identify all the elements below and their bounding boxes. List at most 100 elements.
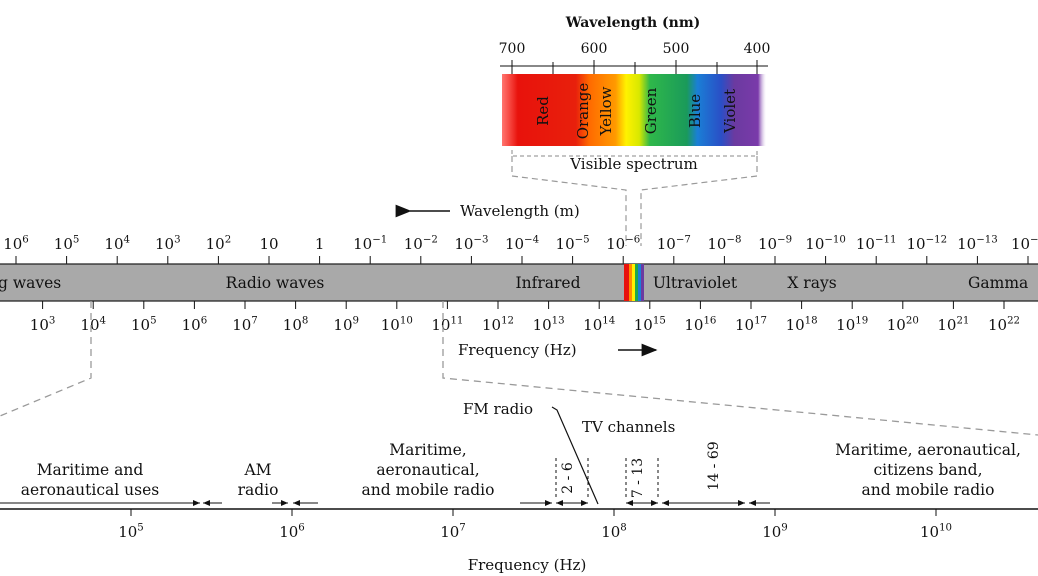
frequency-tick-label-exponent: 4 [100, 315, 106, 326]
frequency-tick-label-exponent: 10 [400, 315, 413, 326]
frequency-tick-label-base: 10 [283, 316, 302, 334]
wavelength-tick-label-exponent: 2 [225, 234, 231, 245]
wavelength-tick-label-base: 10 [1011, 235, 1030, 253]
frequency-tick-label-base: 10 [684, 316, 703, 334]
frequency-tick-label: 1014 [583, 315, 615, 334]
frequency-tick-label: 1020 [887, 315, 919, 334]
frequency-tick-label-exponent: 13 [552, 315, 565, 326]
radio-tick-label: 1010 [920, 522, 952, 541]
radio-tick-label-base: 10 [279, 523, 298, 541]
wavelength-tick-labels: 106 105 104 103 102 10 1 10−1 10−2 10−3 10−4 10−5 10… [3, 234, 1038, 264]
slice-orange [629, 264, 632, 301]
frequency-tick-label-exponent: 14 [602, 315, 615, 326]
frequency-tick-label: 1010 [381, 315, 413, 334]
frequency-tick-label-exponent: 18 [805, 315, 818, 326]
frequency-tick-label-exponent: 22 [1007, 315, 1020, 326]
tv-channel-7-13: 7 - 13 [630, 458, 646, 498]
radio-zoom-lines [0, 301, 1038, 436]
wavelength-tick-label: 10−1 [1011, 234, 1038, 253]
frequency-tick-label: 1022 [988, 315, 1020, 334]
wavelength-axis-label: Wavelength (m) [460, 202, 580, 220]
wavelength-axis: Wavelength (m) 106 105 104 103 102 10 1 10−1 10−… [3, 202, 1038, 264]
frequency-tick-label-exponent: 15 [653, 315, 666, 326]
band-long-waves: g waves [0, 274, 61, 292]
wavelength-tick-label-base: 10 [104, 235, 123, 253]
frequency-tick-label-base: 10 [887, 316, 906, 334]
wavelength-tick-label-base: 10 [805, 235, 824, 253]
wavelength-tick-label-exponent: 3 [174, 234, 180, 245]
frequency-tick-label: 1018 [786, 315, 818, 334]
radio-tick-label: 106 [279, 522, 305, 541]
color-label-red: Red [534, 96, 552, 126]
frequency-tick-label-exponent: 19 [855, 315, 868, 326]
color-label-violet: Violet [721, 89, 739, 134]
frequency-tick-label-exponent: 5 [150, 315, 156, 326]
radio-tick-label-exponent: 10 [939, 522, 952, 533]
wavelength-tick-label: 105 [54, 234, 80, 253]
frequency-tick-label-base: 10 [333, 316, 352, 334]
radio-segment-line: and mobile radio [862, 481, 995, 499]
wavelength-tick-label-exponent: −1 [372, 234, 387, 245]
wavelength-tick-label: 10−10 [805, 234, 846, 253]
wavelength-tick-label-exponent: −13 [976, 234, 998, 245]
frequency-tick-label-exponent: 17 [754, 315, 767, 326]
wavelength-tick-label: 106 [3, 234, 29, 253]
wavelength-tick-label: 10−12 [907, 234, 948, 253]
wavelength-tick-label-base: 10 [206, 235, 225, 253]
wavelength-tick-label-base: 10 [259, 235, 278, 253]
wavelength-tick-label: 10−9 [758, 234, 792, 253]
wavelength-tick-label-exponent: 5 [73, 234, 79, 245]
wavelength-tick-label-base: 10 [606, 235, 625, 253]
nm-tick-label: 600 [581, 41, 608, 57]
radio-tick-label-exponent: 9 [781, 522, 787, 533]
wavelength-tick-label-base: 10 [856, 235, 875, 253]
frequency-tick-label-exponent: 9 [353, 315, 359, 326]
frequency-tick-label-exponent: 21 [956, 315, 969, 326]
tv-channel-2-6: 2 - 6 [560, 462, 576, 494]
visible-wavelength-title: Wavelength (nm) [565, 15, 701, 31]
frequency-tick-label: 1019 [836, 315, 868, 334]
wavelength-tick-label: 10−6 [606, 234, 640, 253]
wavelength-tick-label: 10−3 [454, 234, 488, 253]
wavelength-tick-label-exponent: −12 [926, 234, 948, 245]
frequency-tick-label: 1015 [634, 315, 666, 334]
wavelength-tick-label-exponent: −2 [423, 234, 438, 245]
wavelength-tick-label-exponent: −9 [777, 234, 792, 245]
frequency-tick-label-base: 10 [937, 316, 956, 334]
wavelength-tick-label: 104 [104, 234, 130, 253]
wavelength-tick-label-exponent: −4 [524, 234, 539, 245]
frequency-tick-label-base: 10 [131, 316, 150, 334]
frequency-tick-label: 1021 [937, 315, 969, 334]
radio-tick-label-base: 10 [440, 523, 459, 541]
band-ultraviolet: Ultraviolet [653, 274, 738, 292]
frequency-axis: 2103104105106107108109101010111012101310… [30, 301, 1020, 359]
color-label-yellow: Yellow [597, 86, 615, 136]
visible-bracket [511, 150, 758, 157]
frequency-tick-label-base: 10 [836, 316, 855, 334]
radio-tick-label: 108 [601, 522, 627, 541]
frequency-tick-label-exponent: 6 [201, 315, 207, 326]
frequency-tick-label: 1012 [482, 315, 514, 334]
tv-channel-dividers [555, 458, 659, 498]
frequency-tick-label-exponent: 7 [251, 315, 257, 326]
radio-tick-label-exponent: 7 [459, 522, 465, 533]
frequency-tick-label-base: 10 [30, 316, 49, 334]
frequency-tick-label: 107 [232, 315, 258, 334]
frequency-tick-label: 103 [30, 315, 56, 334]
frequency-tick-label-base: 10 [735, 316, 754, 334]
wavelength-tick-label: 103 [155, 234, 181, 253]
radio-segment-line: Maritime, [389, 441, 466, 459]
color-label-green: Green [642, 87, 660, 134]
frequency-tick-label: 1017 [735, 315, 767, 334]
frequency-tick-label: 1016 [684, 315, 716, 334]
wavelength-tick-label-base: 10 [54, 235, 73, 253]
nm-tick-label: 700 [499, 41, 526, 57]
visible-zoom-lines [511, 156, 758, 246]
frequency-tick-label-base: 10 [80, 316, 99, 334]
radio-segment-line: Maritime and [37, 461, 144, 479]
wavelength-tick-label: 10−2 [404, 234, 438, 253]
frequency-tick-label-base: 10 [634, 316, 653, 334]
visible-slice [624, 264, 644, 301]
frequency-tick-label-base: 10 [232, 316, 251, 334]
